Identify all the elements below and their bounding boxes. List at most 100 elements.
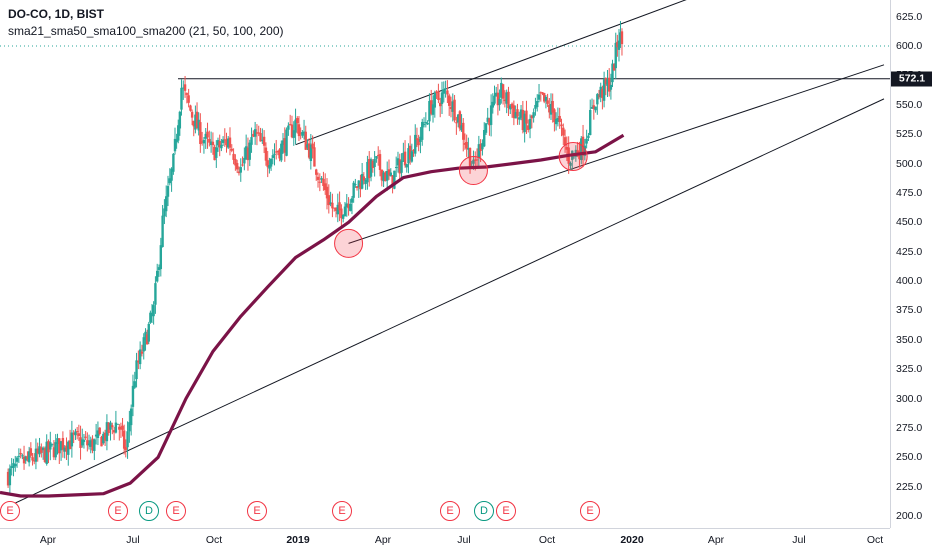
candle-body	[331, 202, 334, 209]
dividend-event-marker[interactable]: D	[139, 501, 159, 521]
earnings-event-marker[interactable]: E	[496, 501, 516, 521]
candle-body	[275, 151, 278, 153]
candle-body	[170, 168, 173, 181]
candle-body	[223, 139, 226, 141]
candle-body	[54, 442, 57, 458]
candle-body	[609, 84, 613, 90]
candle-body	[22, 456, 26, 464]
candle-body	[493, 95, 496, 104]
candle-body	[89, 440, 92, 447]
candle-body	[407, 148, 410, 164]
candle-body	[498, 98, 501, 105]
candle-body	[268, 165, 271, 169]
candle-body	[138, 349, 142, 365]
candle-body	[261, 139, 264, 141]
candle-body	[197, 119, 200, 131]
candle-body	[86, 440, 89, 446]
trendline-2	[348, 64, 885, 244]
candle-body	[426, 122, 429, 125]
candle-body	[63, 447, 66, 452]
candle-body	[102, 433, 105, 444]
candle-body	[43, 448, 47, 462]
earnings-event-marker[interactable]: E	[580, 501, 600, 521]
price-chart[interactable]	[0, 0, 890, 528]
candle-body	[183, 84, 187, 91]
candle-body	[316, 176, 320, 180]
candle-body	[126, 431, 129, 448]
price-tick-label: 425.0	[896, 245, 923, 258]
candle-body	[142, 337, 145, 352]
candle-body	[244, 146, 248, 160]
candle-body	[614, 42, 617, 69]
candle-body	[477, 144, 481, 158]
candle-body	[486, 117, 489, 122]
candle-body	[133, 381, 136, 388]
time-tick-label: 2019	[286, 534, 310, 546]
candle-body	[137, 360, 140, 363]
candle-body	[565, 147, 569, 150]
candle-body	[82, 439, 86, 443]
candle-body	[453, 99, 456, 121]
candle-body	[194, 114, 197, 130]
earnings-event-marker[interactable]: E	[0, 501, 20, 521]
candle-body	[327, 195, 331, 206]
candle-body	[147, 323, 150, 342]
indicator-label[interactable]: sma21_sma50_sma100_sma200 (21, 50, 100, …	[8, 24, 284, 38]
candle-body	[6, 471, 10, 486]
chart-pane[interactable]: DO-CO, 1D, BIST sma21_sma50_sma100_sma20…	[0, 0, 890, 528]
candle-body	[562, 127, 565, 136]
candle-body	[112, 430, 116, 433]
candle-body	[530, 115, 534, 119]
candle-body	[334, 207, 338, 211]
candle-body	[281, 140, 285, 146]
candle-body	[431, 104, 435, 115]
candle-body	[463, 143, 467, 145]
symbol-title[interactable]: DO-CO, 1D, BIST	[8, 7, 105, 21]
candle-body	[111, 425, 114, 428]
earnings-event-marker[interactable]: E	[440, 501, 460, 521]
candle-body	[360, 174, 364, 189]
earnings-event-marker[interactable]: E	[332, 501, 352, 521]
candle-body	[509, 105, 512, 110]
time-axis[interactable]: Apr Jul Oct 2019 Apr Jul Oct 2020 Apr Jul Oct	[0, 528, 890, 550]
earnings-event-marker[interactable]: E	[247, 501, 267, 521]
candle-body	[439, 102, 442, 107]
candle-body	[152, 305, 155, 317]
candle-body	[440, 92, 444, 104]
candle-body	[518, 117, 521, 120]
candle-body	[239, 167, 242, 173]
candle-body	[496, 92, 500, 106]
candle-body	[302, 131, 306, 134]
candle-body	[98, 427, 101, 435]
candle-body	[421, 121, 424, 140]
candle-body	[166, 186, 170, 197]
candle-body	[273, 153, 276, 155]
candle-body	[190, 111, 194, 118]
candle-body	[204, 133, 207, 139]
candle-body	[26, 456, 29, 460]
candle-body	[349, 203, 352, 211]
candle-body	[428, 100, 431, 122]
price-tick-label: 500.0	[896, 157, 923, 170]
time-tick-label: Apr	[39, 534, 57, 546]
time-tick-label: 2020	[620, 534, 644, 546]
candle-body	[47, 441, 50, 453]
candle-body	[617, 40, 621, 50]
candle-body	[154, 283, 157, 305]
candle-body	[599, 86, 602, 98]
earnings-event-marker[interactable]: E	[166, 501, 186, 521]
time-tick-label: Jul	[792, 534, 806, 546]
candle-body	[553, 109, 556, 123]
dividend-event-marker[interactable]: D	[474, 501, 494, 521]
candle-body	[269, 158, 273, 167]
candle-body	[597, 95, 601, 97]
candle-body	[580, 138, 583, 161]
candle-body	[523, 113, 526, 133]
candle-body	[415, 138, 419, 140]
candle-body	[510, 103, 514, 109]
candle-body	[412, 150, 415, 152]
price-axis[interactable]: 625.0600.0575.0550.0525.0500.0475.0450.0…	[890, 0, 932, 528]
candle-body	[271, 155, 275, 158]
earnings-event-marker[interactable]: E	[108, 501, 128, 521]
candle-body	[34, 448, 38, 462]
